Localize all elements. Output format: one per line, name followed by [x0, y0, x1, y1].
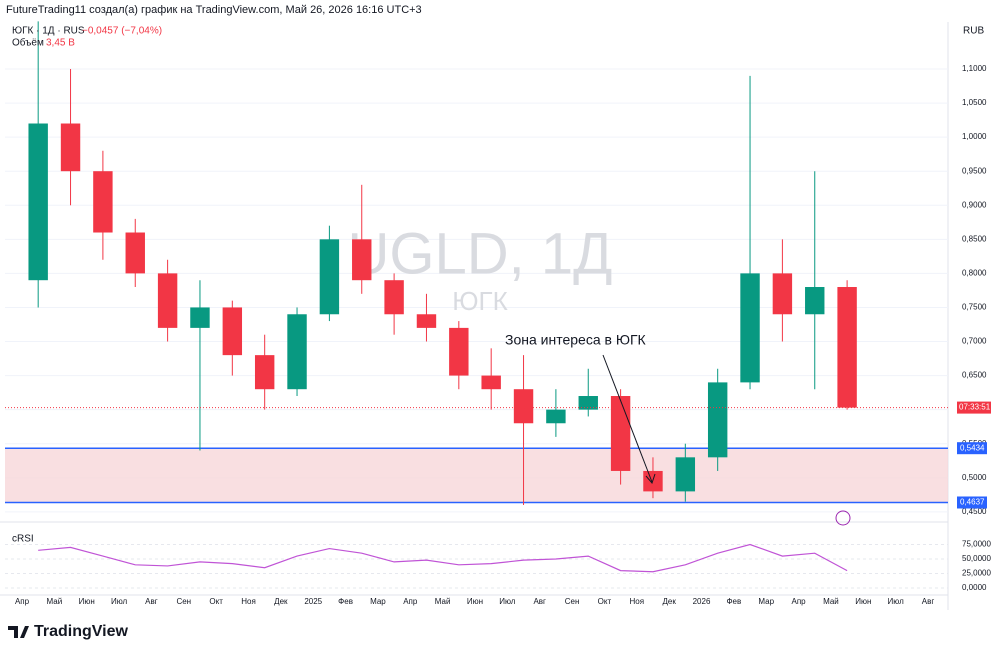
x-tick-label: Мар	[370, 597, 386, 606]
x-tick-label: Сен	[176, 597, 191, 606]
candle-body	[287, 314, 307, 390]
y-tick-label: 0,5000	[962, 473, 987, 482]
candle-body	[60, 123, 81, 172]
candle-body	[125, 232, 145, 274]
indicator-tick-label: 0,0000	[962, 583, 987, 592]
y-tick-label: 0,6500	[962, 371, 987, 380]
x-tick-label: Авг	[533, 597, 546, 606]
candle-body	[481, 375, 501, 390]
x-tick-label: Ноя	[241, 597, 256, 606]
volume-value: 3,45 B	[46, 38, 75, 49]
y-tick-label: 1,1000	[962, 64, 987, 73]
annotation-arrow	[602, 354, 653, 483]
x-tick-label: Дек	[274, 597, 288, 606]
x-tick-label: Авг	[145, 597, 158, 606]
x-tick-label: Окт	[598, 597, 612, 606]
x-tick-label: Май	[435, 597, 451, 606]
volume-label: Объём	[12, 37, 44, 49]
zone-label: 0,4637	[960, 498, 985, 507]
x-tick-label: Апр	[403, 597, 418, 606]
indicator-tick-label: 50,0000	[962, 554, 991, 563]
x-tick-label: Ноя	[630, 597, 645, 606]
candle-body	[157, 273, 178, 328]
candle-body	[740, 273, 760, 383]
x-tick-label: 2025	[304, 597, 322, 606]
indicator-tick-label: 75,0000	[962, 540, 991, 549]
x-tick-label: 2026	[693, 597, 711, 606]
y-tick-label: 0,4500	[962, 507, 987, 516]
zone-label-bg	[957, 442, 987, 455]
change: −0,0457 (−7,04%)	[82, 26, 162, 37]
x-tick-label: Окт	[209, 597, 223, 606]
candle-body	[546, 409, 566, 424]
candle-body	[93, 171, 113, 233]
interest-zone	[5, 448, 948, 503]
candle-body	[384, 280, 404, 315]
x-tick-label: Июл	[111, 597, 128, 606]
y-tick-label: 1,0000	[962, 132, 987, 141]
x-tick-label: Дек	[662, 597, 676, 606]
y-tick-label: 0,8500	[962, 234, 987, 243]
candle-body	[837, 287, 857, 408]
x-tick-label: Июл	[888, 597, 905, 606]
indicator-line	[38, 543, 848, 573]
candle-body	[805, 287, 825, 315]
symbol-legend: ЮГК · 1Д · RUS	[12, 26, 85, 37]
annotation: Зона интереса в ЮГК	[505, 332, 647, 348]
y-tick-label: 0,8000	[962, 268, 987, 277]
candle-body	[610, 396, 631, 471]
arrow-head	[645, 473, 656, 484]
y-tick-label: 1,0500	[962, 98, 987, 107]
candle-body	[707, 382, 728, 458]
header: FutureTrading11 создал(а) график на Trad…	[6, 4, 422, 16]
candle-body	[28, 123, 48, 281]
candle-body	[190, 307, 210, 328]
currency: RUB	[963, 26, 984, 37]
candle-body	[513, 389, 534, 424]
y-tick-label: 0,7000	[962, 337, 987, 346]
candle-body	[449, 327, 469, 376]
event-icon	[835, 510, 851, 526]
candle-body	[319, 239, 340, 315]
y-tick-label: 0,9000	[962, 200, 987, 209]
x-tick-label: Мар	[758, 597, 774, 606]
x-tick-label: Июн	[855, 597, 871, 606]
x-tick-label: Фев	[726, 597, 741, 606]
candle-body	[675, 457, 696, 492]
x-tick-label: Авг	[922, 597, 935, 606]
x-tick-label: Фев	[338, 597, 353, 606]
indicator-name: cRSI	[12, 534, 34, 545]
indicator-tick-label: 25,0000	[962, 569, 991, 578]
logo: TradingView	[8, 623, 129, 640]
x-tick-label: Июн	[79, 597, 95, 606]
x-tick-label: Апр	[792, 597, 807, 606]
brand: TradingView	[34, 623, 129, 640]
candle-body	[416, 314, 437, 328]
countdown: 07:33:51	[959, 403, 991, 412]
x-tick-label: Апр	[15, 597, 30, 606]
y-tick-label: 0,9500	[962, 166, 987, 175]
y-tick-label: 0,7500	[962, 303, 987, 312]
zone-label: 0,5434	[960, 443, 985, 452]
countdown-bg	[957, 401, 991, 414]
candle-body	[772, 273, 793, 315]
zone-label-bg	[957, 496, 987, 509]
watermark-sub: ЮГК	[452, 286, 508, 316]
x-tick-label: Май	[47, 597, 63, 606]
x-tick-label: Июл	[499, 597, 516, 606]
candle-body	[254, 355, 275, 390]
candle-body	[352, 239, 372, 281]
x-tick-label: Июн	[467, 597, 483, 606]
candle-body	[222, 307, 243, 356]
x-tick-label: Май	[823, 597, 839, 606]
candle-body	[578, 396, 598, 410]
x-tick-label: Сен	[565, 597, 580, 606]
watermark: UGLD, 1Д	[348, 221, 613, 286]
